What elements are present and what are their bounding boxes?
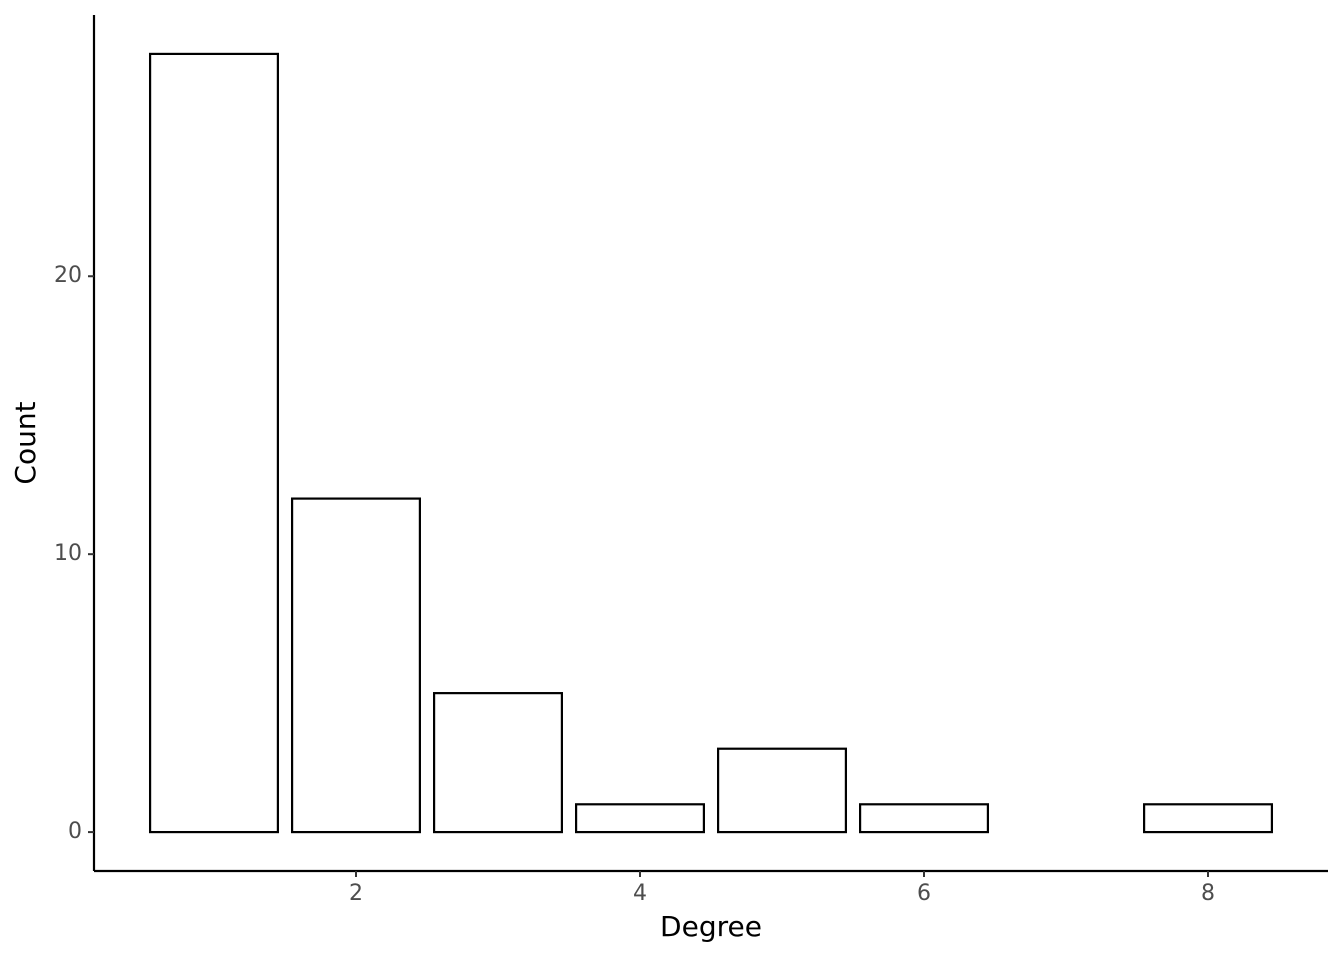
bar bbox=[148, 52, 279, 834]
x-axis-title: Degree bbox=[660, 910, 762, 943]
bar bbox=[432, 692, 563, 834]
y-tick-label: 10 bbox=[54, 541, 82, 566]
y-tick-label: 20 bbox=[54, 263, 82, 288]
y-tick-label: 0 bbox=[68, 819, 82, 844]
x-tick-label: 2 bbox=[349, 881, 363, 906]
bar bbox=[717, 747, 848, 834]
bar bbox=[574, 803, 705, 834]
bar bbox=[859, 803, 990, 834]
x-tick-label: 6 bbox=[917, 881, 931, 906]
x-tick-label: 8 bbox=[1201, 881, 1215, 906]
bar bbox=[290, 497, 421, 834]
y-axis-title: Count bbox=[9, 401, 42, 484]
bar bbox=[1143, 803, 1274, 834]
x-tick-label: 4 bbox=[633, 881, 647, 906]
